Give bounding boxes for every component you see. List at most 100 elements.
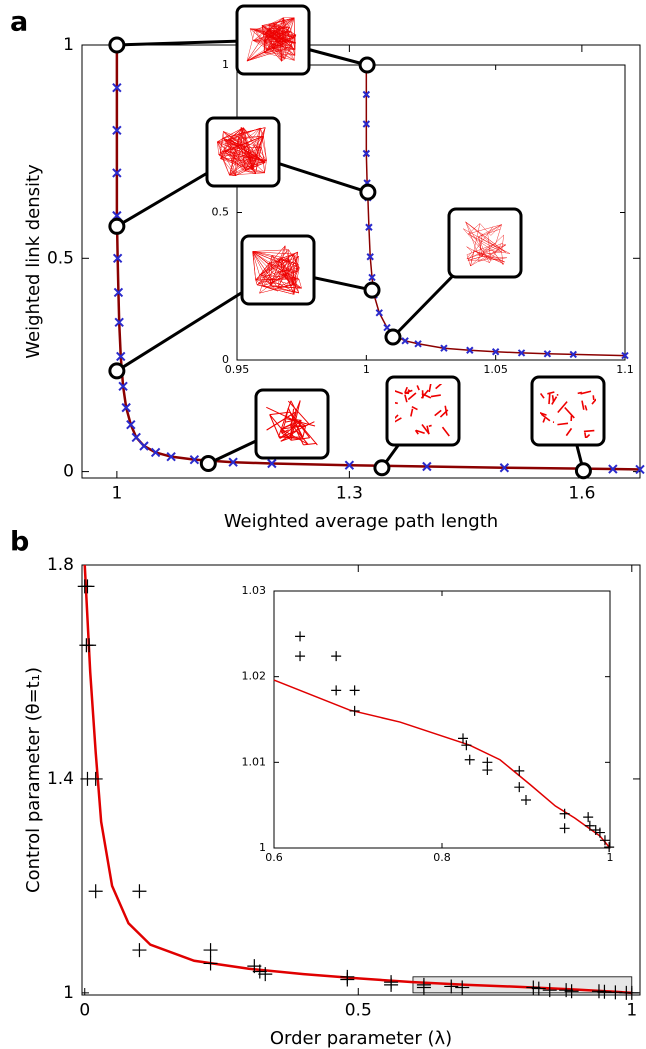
network-edge bbox=[264, 41, 282, 62]
plus-marker bbox=[531, 981, 546, 996]
thumbnail-frame bbox=[240, 234, 316, 306]
network-edge bbox=[268, 24, 274, 50]
x-marker bbox=[131, 432, 141, 443]
plus-marker bbox=[559, 808, 570, 819]
plus-marker bbox=[599, 835, 610, 846]
x-marker bbox=[166, 451, 176, 462]
network-edge bbox=[247, 147, 258, 165]
network-edge bbox=[415, 429, 425, 434]
plus-marker bbox=[331, 685, 342, 696]
network-edge bbox=[223, 137, 236, 160]
network-edge bbox=[281, 258, 290, 271]
plus-marker bbox=[295, 651, 306, 662]
network-edge bbox=[465, 221, 502, 253]
network-edge bbox=[226, 140, 253, 171]
network-edge bbox=[253, 40, 286, 60]
network-edge bbox=[290, 31, 296, 36]
network-edge bbox=[490, 224, 502, 236]
network-edge bbox=[271, 255, 294, 285]
x-marker bbox=[375, 309, 383, 317]
network-edge bbox=[501, 251, 504, 265]
network-edge bbox=[395, 417, 402, 423]
network-edge bbox=[468, 233, 493, 251]
x-tick-label: 1.3 bbox=[336, 483, 363, 503]
y-tick-label: 1 bbox=[63, 35, 74, 55]
network-edge bbox=[255, 279, 258, 285]
plus-marker bbox=[559, 823, 570, 834]
plus-marker bbox=[482, 765, 493, 776]
y-tick-label: 1.8 bbox=[47, 555, 74, 575]
network-edge bbox=[252, 251, 284, 275]
network-edge bbox=[281, 425, 306, 430]
network-edge bbox=[302, 425, 307, 438]
plus-marker bbox=[590, 825, 601, 836]
network-edge bbox=[263, 136, 267, 161]
network-edge bbox=[246, 159, 253, 171]
x-marker bbox=[499, 463, 510, 473]
network-edge bbox=[463, 228, 506, 253]
x-marker bbox=[116, 351, 126, 362]
x-marker bbox=[118, 381, 128, 391]
highlight-point bbox=[574, 462, 592, 480]
network-edge bbox=[245, 162, 266, 172]
network-edge bbox=[501, 243, 506, 246]
network-edge bbox=[470, 223, 481, 267]
highlight-point bbox=[108, 362, 126, 380]
network-edge bbox=[428, 424, 432, 428]
network-edge bbox=[219, 131, 224, 153]
network-edge bbox=[280, 43, 292, 47]
network-edge bbox=[466, 246, 473, 252]
network-edge bbox=[592, 395, 595, 401]
x-marker bbox=[267, 458, 277, 469]
network-edge bbox=[284, 245, 300, 294]
network-edge bbox=[279, 419, 302, 439]
network-edge bbox=[280, 419, 302, 430]
network-edge bbox=[266, 406, 306, 427]
network-edge bbox=[487, 224, 502, 234]
network-edge bbox=[270, 285, 302, 289]
x-marker bbox=[189, 454, 200, 465]
network-edge bbox=[467, 256, 483, 261]
network-edge bbox=[284, 41, 295, 61]
network-edge bbox=[255, 245, 286, 281]
plus-marker bbox=[203, 956, 218, 971]
network-edge bbox=[583, 429, 595, 433]
network-edge bbox=[226, 140, 264, 161]
network-edge bbox=[217, 141, 264, 161]
network-edge bbox=[540, 392, 545, 399]
network-edge bbox=[229, 139, 266, 163]
y-tick-label: 0.5 bbox=[47, 248, 74, 268]
network-edge bbox=[250, 28, 267, 32]
y-tick-label: 1 bbox=[63, 983, 74, 1003]
x-marker bbox=[368, 273, 376, 282]
network-edge bbox=[277, 284, 294, 289]
x-marker bbox=[126, 419, 136, 430]
y-tick-label: 1.02 bbox=[242, 670, 267, 683]
network-edge bbox=[473, 250, 504, 264]
network-edge bbox=[218, 135, 264, 155]
plus-marker bbox=[542, 983, 557, 998]
network-edge bbox=[286, 418, 316, 427]
network-thumbnail bbox=[252, 245, 302, 295]
network-edge bbox=[268, 263, 271, 286]
network-edge bbox=[280, 428, 283, 434]
x-marker bbox=[543, 350, 552, 358]
network-edge bbox=[282, 251, 298, 260]
network-edge bbox=[557, 401, 568, 414]
network-edge bbox=[285, 287, 299, 294]
network-edge bbox=[581, 400, 585, 410]
panel-label: b bbox=[10, 527, 29, 558]
network-edge bbox=[223, 150, 246, 172]
network-edge bbox=[282, 37, 295, 39]
plus-marker bbox=[349, 705, 360, 716]
network-edge bbox=[249, 28, 265, 35]
network-edge bbox=[411, 405, 418, 411]
network-edge bbox=[293, 252, 298, 295]
network-edge bbox=[468, 233, 502, 253]
network-edge bbox=[220, 158, 255, 165]
network-edge bbox=[220, 157, 253, 159]
network-edge bbox=[281, 429, 289, 434]
network-edge bbox=[264, 160, 267, 173]
x-marker bbox=[608, 464, 618, 474]
plus-marker bbox=[559, 983, 574, 998]
